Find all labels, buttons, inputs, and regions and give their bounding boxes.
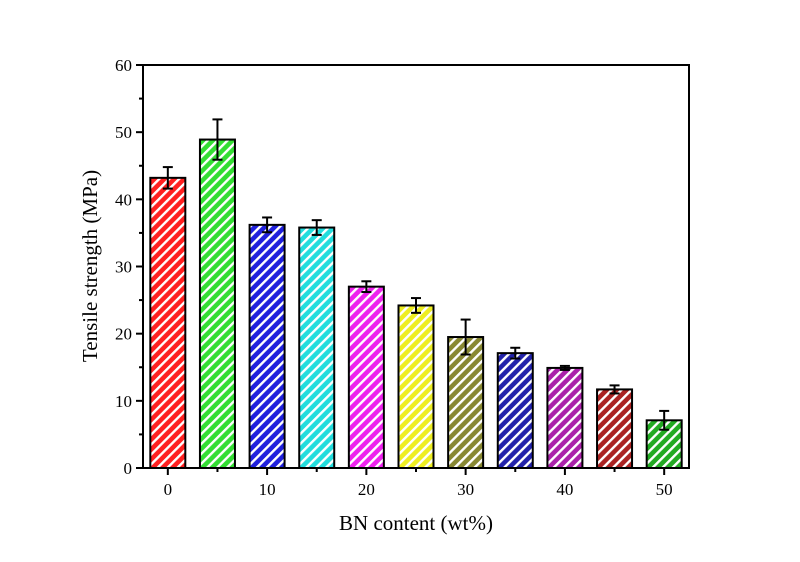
bar: [347, 285, 385, 469]
y-tick-label: 50: [115, 123, 132, 142]
bar: [496, 352, 534, 469]
y-tick-label: 20: [115, 325, 132, 344]
bar: [198, 138, 236, 469]
error-bars-layer: [162, 118, 670, 431]
bar: [397, 304, 435, 469]
bar: [546, 366, 584, 469]
bar: [248, 223, 286, 469]
x-tick-label: 50: [656, 480, 673, 499]
tick-labels-layer: 0 10 20 30 40 50 60 0 10 20 30 40 50: [115, 56, 673, 499]
bar: [596, 388, 634, 470]
y-axis-title: Tensile strength (MPa): [78, 170, 102, 362]
y-tick-label: 30: [115, 258, 132, 277]
x-tick-label: 30: [457, 480, 474, 499]
y-tick-label: 60: [115, 56, 132, 75]
bar: [447, 336, 485, 469]
y-tick-label: 10: [115, 392, 132, 411]
x-tick-label: 20: [358, 480, 375, 499]
bar: [298, 226, 336, 469]
y-tick-label: 40: [115, 190, 132, 209]
x-axis-title: BN content (wt%): [339, 511, 493, 535]
x-tick-label: 0: [164, 480, 173, 499]
x-tick-label: 40: [556, 480, 573, 499]
x-tick-label: 10: [259, 480, 276, 499]
bar: [149, 176, 187, 469]
y-tick-label: 0: [124, 459, 133, 478]
ticks-layer: [136, 64, 666, 475]
